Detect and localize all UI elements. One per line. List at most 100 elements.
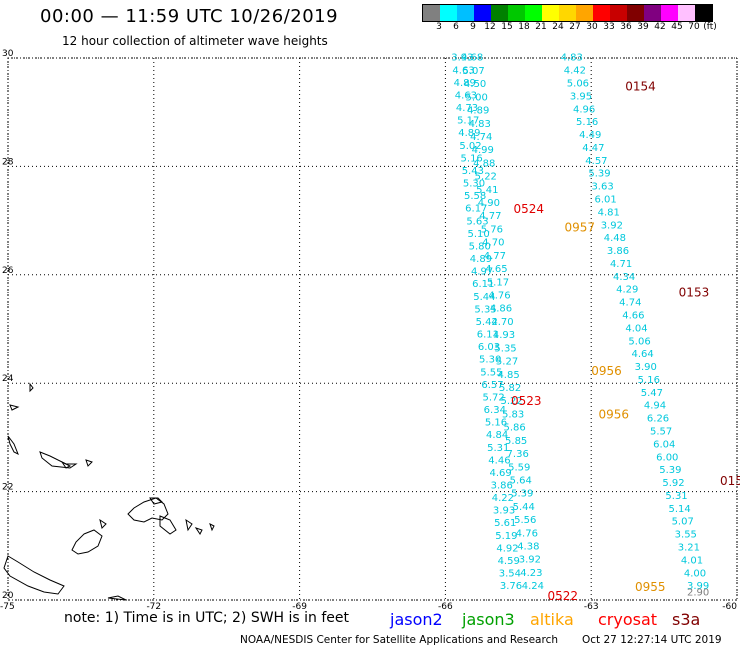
- wave-height-value: 3.63: [591, 182, 613, 193]
- wave-height-value: 4.66: [622, 310, 644, 321]
- wave-height-value: 2.90: [687, 588, 709, 599]
- wave-height-value: 4.81: [598, 207, 620, 218]
- wave-height-value: 5.27: [496, 357, 518, 368]
- wave-height-value: 6.17: [465, 204, 487, 215]
- wave-height-value: 5.35: [494, 343, 516, 354]
- island-shape: [85, 459, 93, 467]
- wave-height-value: 6.11: [472, 279, 494, 290]
- wave-height-value: 6.04: [653, 439, 675, 450]
- wave-height-value: 4.86: [490, 304, 512, 315]
- wave-height-value: 3.92: [519, 555, 541, 566]
- wave-height-value: 3.86: [607, 246, 629, 257]
- color-scale-tick: 42: [654, 22, 666, 32]
- lon-tick-label: -69: [292, 602, 307, 612]
- wave-height-value: 5.22: [475, 172, 497, 183]
- island-shape: [149, 497, 163, 505]
- wave-height-value: 4.89: [470, 254, 492, 265]
- wave-height-value: 5.19: [495, 531, 517, 542]
- wave-height-value: 4.57: [585, 156, 607, 167]
- wave-height-value: 4.89: [454, 78, 476, 89]
- color-scale-tick: 9: [470, 22, 476, 32]
- wave-height-value: 4.48: [604, 233, 626, 244]
- wave-height-value: 6.57: [481, 380, 503, 391]
- wave-height-value: 5.17: [457, 116, 479, 127]
- wave-height-value: 5.83: [502, 409, 524, 420]
- pass-time-label: 0956: [598, 407, 629, 421]
- wave-height-value: 4.76: [488, 291, 510, 302]
- wave-height-value: 4.74: [619, 298, 641, 309]
- wave-height-value: 4.46: [488, 455, 510, 466]
- pass-time-label: 0524: [513, 202, 544, 216]
- wave-height-value: 4.83: [469, 119, 491, 130]
- island-shape: [9, 404, 20, 411]
- lon-tick-label: -66: [438, 602, 453, 612]
- legend-note: note: 1) Time is in UTC; 2) SWH is in fe…: [64, 610, 350, 626]
- lat-tick-label: 24: [2, 374, 14, 384]
- wave-height-value: 5.80: [469, 241, 491, 252]
- wave-height-value: 4.65: [485, 264, 507, 275]
- color-swatch: [661, 5, 678, 21]
- wave-height-value: 4.63: [452, 65, 474, 76]
- wave-height-value: 5.35: [474, 304, 496, 315]
- island-shape: [39, 451, 78, 469]
- color-swatch: [525, 5, 542, 21]
- wave-height-value: 5.61: [494, 518, 516, 529]
- wave-height-value: 5.58: [464, 191, 486, 202]
- lat-tick-label: 30: [2, 49, 14, 59]
- wave-height-value: 5.76: [481, 224, 503, 235]
- wave-height-value: 3.55: [675, 530, 697, 541]
- wave-height-value: 5.02: [459, 141, 481, 152]
- wave-height-value: 5.07: [463, 66, 485, 77]
- island-shape: [185, 518, 193, 532]
- wave-height-value: 5.00: [466, 92, 488, 103]
- wave-height-value: 5.41: [476, 185, 498, 196]
- wave-height-value: 4.64: [632, 349, 654, 360]
- wave-height-value: 4.73: [456, 103, 478, 114]
- color-scale-tick: 24: [552, 22, 564, 32]
- wave-height-value: 4.50: [464, 79, 486, 90]
- wave-height-value: 4.01: [681, 555, 703, 566]
- color-scale-tick: 39: [637, 22, 649, 32]
- wave-height-value: 3.76: [500, 581, 522, 592]
- wave-height-value: 5.31: [665, 491, 687, 502]
- wave-height-value: 6.11: [477, 330, 499, 341]
- wave-height-value: 5.42: [476, 317, 498, 328]
- color-swatch: [695, 5, 712, 21]
- wave-height-value: 3.99: [687, 581, 709, 592]
- color-swatch: [491, 5, 508, 21]
- wave-height-value: 4.23: [520, 568, 542, 579]
- pass-time-labels: 0154 0524 0957 0153 0956 0523 0956 0152 0955 0522…: [511, 80, 740, 603]
- wave-height-value: 6.01: [595, 194, 617, 205]
- wave-height-value: 4.77: [479, 211, 501, 222]
- wave-height-value: 4.24: [522, 581, 544, 592]
- wave-height-value: 3.93: [493, 506, 515, 517]
- color-swatch: [457, 5, 474, 21]
- color-scale-tick: 18: [518, 22, 530, 32]
- color-swatch: [576, 5, 593, 21]
- island-shape: [99, 518, 107, 529]
- timestamp-text: Oct 27 12:27:14 UTC 2019: [582, 634, 722, 646]
- color-scale-tick: 33: [603, 22, 615, 32]
- wave-height-value: 5.56: [514, 515, 536, 526]
- wave-height-value: 4.90: [478, 198, 500, 209]
- island-shape: [159, 515, 177, 535]
- wave-height-value: 4.34: [613, 272, 635, 283]
- color-swatch: [559, 5, 576, 21]
- lat-tick-label: 22: [2, 483, 13, 493]
- lat-tick-label: 20: [2, 591, 14, 601]
- legend-cryosat: cryosat: [598, 610, 658, 629]
- color-scale-tick: 15: [501, 22, 513, 32]
- island-shape: [29, 382, 34, 393]
- wave-height-value: 5.39: [659, 465, 681, 476]
- wave-height-value: 4.04: [625, 323, 647, 334]
- wave-height-value: 5.14: [668, 504, 690, 515]
- lon-tick-label: -63: [584, 602, 599, 612]
- wave-height-value: 3.95: [570, 91, 592, 102]
- pass-time-label: 0152: [720, 474, 740, 488]
- wave-height-value: 5.30: [479, 355, 501, 366]
- wave-height-value: 4.89: [467, 106, 489, 117]
- color-swatch: [474, 5, 491, 21]
- color-scale-tick: 6: [453, 22, 459, 32]
- wave-height-value: 5.39: [511, 489, 533, 500]
